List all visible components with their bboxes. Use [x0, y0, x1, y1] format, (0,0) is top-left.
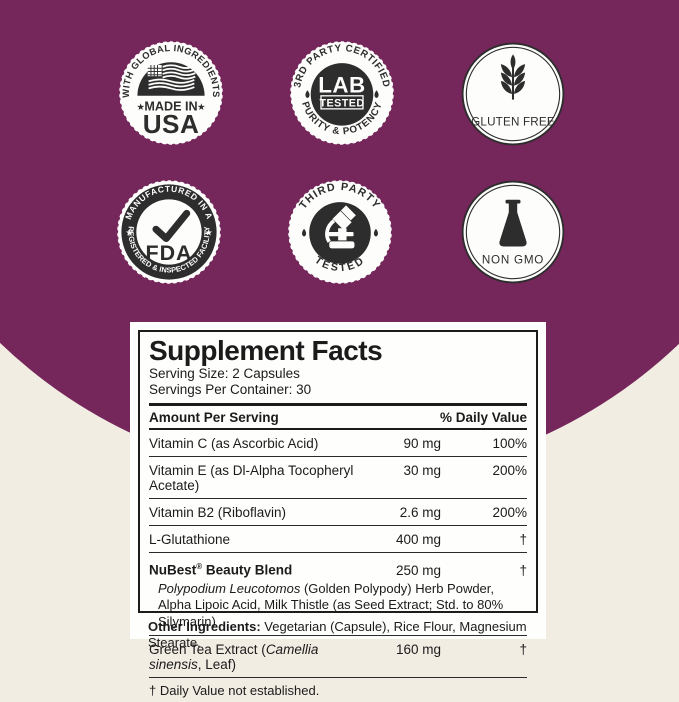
microscope-icon [325, 205, 356, 249]
center-disc [310, 63, 374, 126]
registered-mark: ® [196, 562, 203, 571]
non-gmo-text: NON GMO [482, 254, 544, 267]
scalloped-edge [115, 178, 223, 286]
latin-name: Polypodium Leucotomos [158, 580, 301, 596]
usa-text: USA [143, 109, 200, 139]
scalloped-edge [117, 39, 225, 147]
fda-seal: MANUFACTURED IN A REGISTERED & INSPECTED… [115, 178, 223, 286]
ingredient-amount: 250 mg [395, 562, 441, 578]
fda-text: FDA [146, 241, 193, 265]
inner-ring [465, 46, 561, 142]
ingredient-name: Green Tea Extract (Camellia sinensis, Le… [149, 642, 369, 672]
scalloped-edge [288, 39, 396, 147]
ingredient-name: Vitamin E (as Dl-Alpha Tocopheryl Acetat… [149, 463, 354, 493]
ingredient-dv: 200% [492, 463, 527, 478]
ingredient-dv: 200% [492, 505, 527, 520]
gluten-free-text: GLUTEN FREE [471, 116, 555, 129]
ingredient-dv: † [519, 642, 527, 657]
table-row: L-Glutathione 400 mg † [149, 526, 527, 553]
other-ingredients: Other Ingredients: Vegetarian (Capsule),… [138, 619, 538, 651]
ingredient-name: L-Glutathione [149, 532, 231, 547]
ingredient-name: Vitamin C (as Ascorbic Acid) [149, 436, 319, 451]
other-ingredients-list: Vegetarian (Capsule), Rice Flour, Magnes… [148, 619, 527, 650]
gluten-free-seal: GLUTEN FREE [461, 42, 565, 146]
non-gmo-seal: NON GMO [461, 180, 565, 284]
third-party-tested-seal: THIRD PARTY TESTED [286, 178, 394, 286]
name-prefix: Green Tea Extract ( [149, 642, 266, 657]
us-flag-icon [147, 64, 196, 91]
blend-description: Polypodium Leucotomos (Golden Polypody) … [149, 580, 527, 636]
ingredient-dv: 100% [492, 436, 527, 451]
supplement-facts-panel: Supplement Facts Serving Size: 2 Capsule… [130, 322, 546, 698]
droplet-icon [374, 90, 379, 98]
table-row: Green Tea Extract (Camellia sinensis, Le… [149, 636, 527, 678]
flask-icon [499, 199, 527, 247]
droplet-icon [305, 90, 310, 98]
daily-value-header: % Daily Value [439, 410, 527, 425]
scalloped-edge [286, 178, 394, 286]
ingredient-amount: 2.6 mg [399, 505, 441, 520]
droplet-icon [302, 228, 307, 237]
other-ingredients-label: Other Ingredients: [148, 619, 261, 634]
tested-text: TESTED [319, 97, 364, 109]
table-row: Vitamin E (as Dl-Alpha Tocopheryl Acetat… [149, 457, 527, 499]
amount-per-serving-header: Amount Per Serving [149, 410, 279, 425]
badge-non-gmo: NON GMO [457, 176, 569, 288]
ingredient-amount: 400 mg [395, 532, 441, 547]
badge-made-in-usa: WITH GLOBAL INGREDIENTS ★ ★ MADE IN USA [115, 37, 227, 149]
serving-size: Serving Size: 2 Capsules [149, 366, 300, 381]
thick-rule [149, 403, 527, 406]
blend-name-rest: Beauty Blend [202, 562, 293, 578]
table-header: Amount Per Serving % Daily Value [149, 406, 527, 430]
blend-description-rest: (Golden Polypody) Herb Powder, Alpha Lip… [158, 580, 504, 629]
table-row: Vitamin C (as Ascorbic Acid) 90 mg 100% [149, 430, 527, 457]
made-in-text: MADE IN [144, 100, 197, 114]
star-icon: ★ [197, 102, 205, 112]
badge-gluten-free: GLUTEN FREE [457, 38, 569, 150]
ingredient-dv: † [519, 532, 527, 547]
badge-fda: MANUFACTURED IN A REGISTERED & INSPECTED… [113, 176, 225, 288]
blend-name: NuBest® Beauty Blend [149, 559, 369, 578]
star-icon: ★ [205, 227, 213, 237]
servings-per-container: Servings Per Container: 30 [149, 382, 312, 397]
checkmark-icon [152, 209, 191, 243]
ingredient-dv: † [519, 562, 527, 578]
ingredient-name: Vitamin B2 (Riboflavin) [149, 505, 287, 520]
panel-title: Supplement Facts [149, 335, 383, 366]
ingredient-amount: 30 mg [403, 463, 441, 478]
made-in-usa-seal: WITH GLOBAL INGREDIENTS ★ ★ MADE IN USA [117, 39, 225, 147]
inner-ring [465, 184, 561, 280]
table-row: Vitamin B2 (Riboflavin) 2.6 mg 200% [149, 499, 527, 526]
supplement-facts-box: Supplement Facts Serving Size: 2 Capsule… [138, 330, 538, 698]
star-icon: ★ [125, 227, 133, 237]
table-row-blend: NuBest® Beauty Blend 250 mg † [149, 553, 527, 580]
badge-lab-tested: 3RD PARTY CERTIFIED PURITY & POTENCY LAB… [286, 37, 398, 149]
latin-name: Camellia sinensis [149, 642, 319, 672]
ingredient-amount: 160 mg [395, 642, 441, 657]
brand-name: NuBest [149, 562, 197, 578]
wheat-icon [500, 54, 526, 100]
droplet-icon [373, 228, 378, 237]
star-icon: ★ [136, 102, 144, 112]
badge-third-party-tested: THIRD PARTY TESTED [284, 176, 396, 288]
lab-tested-seal: 3RD PARTY CERTIFIED PURITY & POTENCY LAB… [288, 39, 396, 147]
tested-box [320, 95, 364, 110]
name-suffix: , Leaf) [197, 657, 237, 672]
ingredient-amount: 90 mg [403, 436, 441, 451]
lab-text: LAB [318, 73, 365, 98]
daily-value-footnote: † Daily Value not established. [149, 683, 320, 698]
